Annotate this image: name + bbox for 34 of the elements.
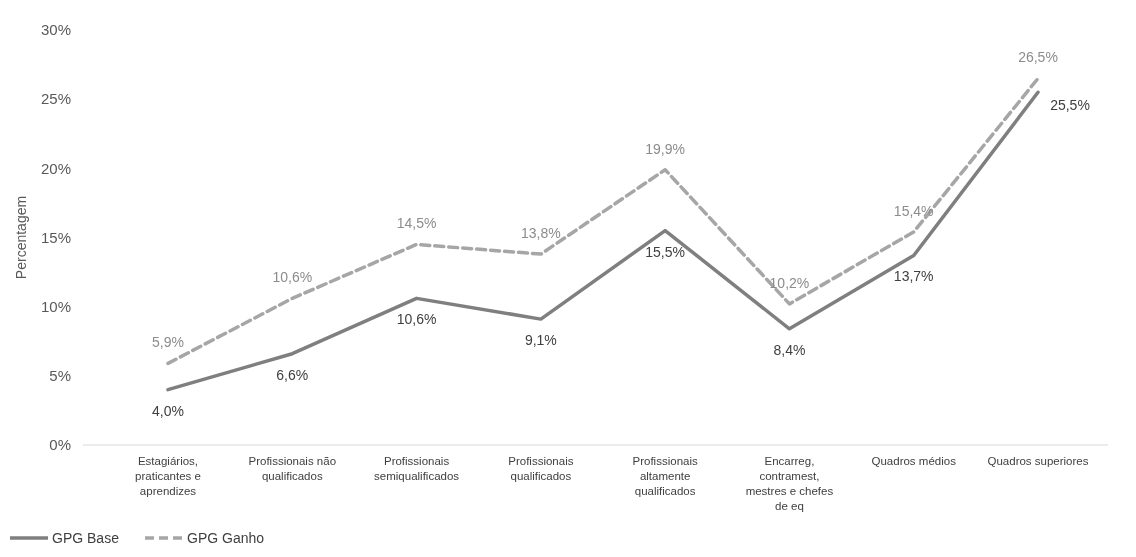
data-label: 25,5% [1050,97,1090,114]
y-tick-label: 0% [49,436,71,454]
legend-label: GPG Base [52,529,120,546]
y-tick-label: 30% [40,21,71,39]
data-label: 13,8% [521,225,561,242]
x-tick-label: Profissionais semiqualificados [374,455,460,482]
y-axis-title: Percentagem [13,195,29,280]
y-tick-label: 10% [40,297,71,315]
y-tick-label: 20% [40,159,71,177]
x-tick-label: Encarreg, contramest, mestres e chefes de eq [745,455,834,512]
data-label: 4,0% [152,402,184,419]
data-label: 19,9% [645,140,685,157]
data-label: 8,4% [773,341,806,358]
y-tick-label: 15% [40,228,71,246]
y-tick-label: 25% [40,90,71,108]
data-label: 13,7% [893,268,934,285]
x-tick-label: Quadros superiores [987,455,1089,467]
y-tick-label: 5% [49,367,71,385]
x-tick-label: Profissionais não qualificados [248,455,337,482]
x-tick-label: Profissionais altamente qualificados [632,455,698,497]
data-label: 5,9% [152,334,184,351]
x-tick-label: Quadros médios [871,455,957,467]
data-label: 10,2% [769,274,810,291]
x-tick-label: Profissionais qualificados [508,455,574,482]
data-label: 14,5% [396,215,437,232]
data-label: 10,6% [272,269,313,286]
data-label: 9,1% [524,332,557,349]
legend-label: GPG Ganho [187,529,265,546]
data-label: 6,6% [276,366,309,383]
data-label: 10,6% [396,311,437,328]
data-label: 15,5% [645,243,685,260]
data-label: 26,5% [1018,49,1058,66]
x-tick-label: Estagiários, praticantes e aprendizes [135,455,201,497]
data-label: 15,4% [893,202,934,219]
